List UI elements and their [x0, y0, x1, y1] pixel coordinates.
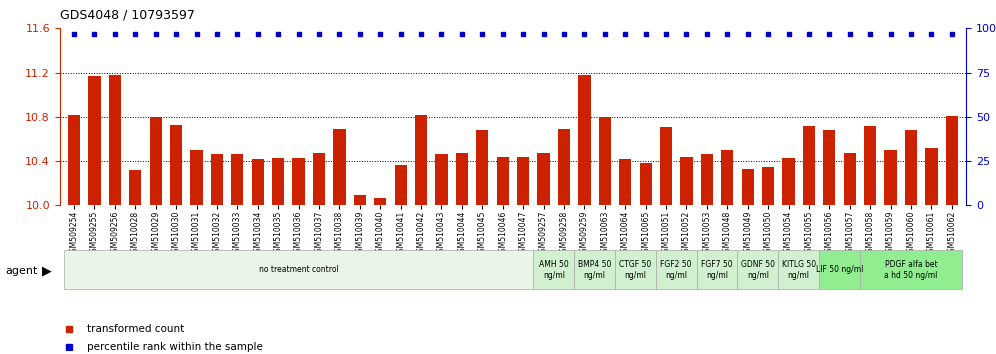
Bar: [660, 127, 672, 205]
Bar: [742, 169, 754, 205]
Bar: [435, 154, 447, 205]
FancyBboxPatch shape: [574, 250, 615, 290]
Text: FGF2 50
ng/ml: FGF2 50 ng/ml: [660, 260, 692, 280]
Text: no treatment control: no treatment control: [259, 266, 339, 274]
Bar: [884, 150, 896, 205]
Bar: [925, 148, 937, 205]
Text: KITLG 50
ng/ml: KITLG 50 ng/ml: [782, 260, 816, 280]
Text: GDS4048 / 10793597: GDS4048 / 10793597: [60, 9, 194, 22]
Bar: [803, 126, 815, 205]
Text: BMP4 50
ng/ml: BMP4 50 ng/ml: [578, 260, 612, 280]
FancyBboxPatch shape: [615, 250, 655, 290]
Bar: [701, 154, 713, 205]
Bar: [190, 150, 202, 205]
Bar: [394, 166, 406, 205]
Bar: [783, 158, 795, 205]
Bar: [313, 153, 325, 205]
Text: transformed count: transformed count: [87, 324, 184, 334]
Bar: [497, 156, 509, 205]
Bar: [680, 156, 692, 205]
Text: ▶: ▶: [42, 264, 52, 277]
Bar: [599, 117, 611, 205]
FancyBboxPatch shape: [819, 250, 860, 290]
Bar: [272, 158, 284, 205]
Bar: [905, 130, 917, 205]
FancyBboxPatch shape: [860, 250, 962, 290]
Bar: [354, 195, 366, 205]
Text: CTGF 50
ng/ml: CTGF 50 ng/ml: [620, 260, 651, 280]
Text: agent: agent: [5, 266, 38, 276]
Bar: [293, 158, 305, 205]
Bar: [149, 117, 161, 205]
FancyBboxPatch shape: [655, 250, 696, 290]
Bar: [374, 198, 386, 205]
FancyBboxPatch shape: [778, 250, 819, 290]
Bar: [334, 129, 346, 205]
Text: PDGF alfa bet
a hd 50 ng/ml: PDGF alfa bet a hd 50 ng/ml: [884, 260, 937, 280]
Bar: [170, 125, 182, 205]
Text: AMH 50
ng/ml: AMH 50 ng/ml: [539, 260, 569, 280]
Bar: [109, 75, 121, 205]
Text: percentile rank within the sample: percentile rank within the sample: [87, 342, 263, 352]
Bar: [762, 167, 774, 205]
FancyBboxPatch shape: [533, 250, 574, 290]
Text: GDNF 50
ng/ml: GDNF 50 ng/ml: [741, 260, 775, 280]
Bar: [456, 153, 468, 205]
Text: FGF7 50
ng/ml: FGF7 50 ng/ml: [701, 260, 733, 280]
Bar: [415, 115, 427, 205]
Bar: [517, 156, 529, 205]
Bar: [558, 129, 570, 205]
Bar: [476, 130, 488, 205]
Bar: [721, 150, 733, 205]
Bar: [538, 153, 550, 205]
Bar: [639, 163, 651, 205]
Bar: [824, 130, 836, 205]
FancyBboxPatch shape: [737, 250, 778, 290]
Bar: [211, 154, 223, 205]
Bar: [844, 153, 856, 205]
Bar: [129, 170, 141, 205]
FancyBboxPatch shape: [696, 250, 737, 290]
FancyBboxPatch shape: [64, 250, 533, 290]
Bar: [231, 154, 243, 205]
Bar: [620, 159, 631, 205]
Bar: [89, 76, 101, 205]
Bar: [68, 115, 80, 205]
Text: LIF 50 ng/ml: LIF 50 ng/ml: [816, 266, 864, 274]
Bar: [579, 75, 591, 205]
Bar: [865, 126, 876, 205]
Bar: [252, 159, 264, 205]
Bar: [946, 116, 958, 205]
